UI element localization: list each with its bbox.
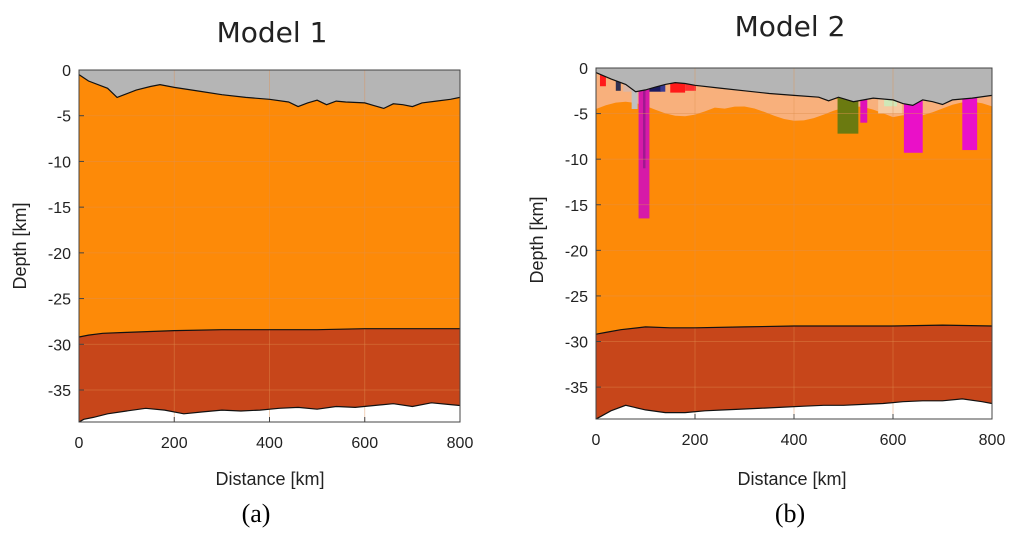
panel-b-ytick-label: 0 [579,61,588,78]
panel-b-geologic-body [660,84,666,92]
panel-a-ytick-label: -35 [48,383,71,400]
panel-b-boundary-line [596,398,992,419]
panel-b-ytick-label: -20 [565,243,588,260]
panel-b-xtick-label: 400 [781,432,808,449]
panel-b-ytick-label: -10 [565,152,588,169]
panel-b-ytick-label: -25 [565,289,588,306]
panel-b-geologic-body [615,75,621,91]
panel-a-ylabel: Depth [km] [10,202,30,289]
panel-a-xtick-label: 0 [75,435,84,452]
panel-b-ytick-label: -30 [565,335,588,352]
panel-b-label: (b) [775,499,805,528]
panel-a-boundary-line [79,328,460,338]
panel-b-boundary-line [596,324,992,335]
panel-a-title: Model 1 [217,16,328,49]
panel-b-geologic-body [685,82,696,91]
panel-b-ytick-label: -5 [574,107,588,124]
panel-b-title: Model 2 [735,10,846,43]
panel-b-xtick-label: 800 [979,432,1006,449]
panel-a-ytick-label: -30 [48,337,71,354]
panel-a-ytick-label: -15 [48,200,71,217]
panel-a: Model 1 0 200 400 600 800 0 -5 -10 -15 -20 -25 -30 -… [10,16,473,528]
panel-b-plot-area: 0 200 400 600 800 0 -5 -10 -15 -20 -25 -30 -35 [565,61,1006,449]
panel-b-ytick-label: -35 [565,380,588,397]
panel-b-geologic-body [599,72,606,87]
panel-b-geologic-body [962,95,978,151]
panel-b-xlabel: Distance [km] [737,469,846,489]
panel-a-xtick-label: 200 [161,435,188,452]
panel-a-ytick-label: 0 [62,63,71,80]
panel-a-xtick-label: 600 [351,435,378,452]
panel-b-xtick-label: 200 [682,432,709,449]
panel-b-ytick-label: -15 [565,198,588,215]
panel-a-ytick-label: -25 [48,292,71,309]
panel-b-geologic-body [631,78,638,110]
panel-a-boundary-line [79,74,460,110]
panel-a-ytick-label: -5 [57,109,71,126]
panel-b-boundary-line [596,72,992,107]
panel-b-geologic-body [903,95,923,153]
panel-b: Model 2 0 200 400 600 800 0 -5 -10 -15 -20 -25 -30 -… [527,10,1005,528]
panel-b-xtick-label: 0 [592,432,601,449]
panel-b-xtick-label: 600 [880,432,907,449]
panel-a-xlabel: Distance [km] [215,469,324,489]
panel-b-ylabel: Depth [km] [527,196,547,283]
panel-a-ytick-label: -10 [48,154,71,171]
panel-a-xtick-label: 800 [447,435,474,452]
panel-b-geologic-body [670,81,686,93]
panel-a-label: (a) [242,499,271,528]
panel-a-boundary-line [79,402,460,422]
panel-a-xtick-label: 400 [256,435,283,452]
panel-b-geologic-body [860,95,868,123]
panel-b-geologic-body [643,86,646,169]
panel-a-ytick-label: -20 [48,246,71,263]
panel-a-plot-area: 0 200 400 600 800 0 -5 -10 -15 -20 -25 -30 -35 [48,63,474,452]
